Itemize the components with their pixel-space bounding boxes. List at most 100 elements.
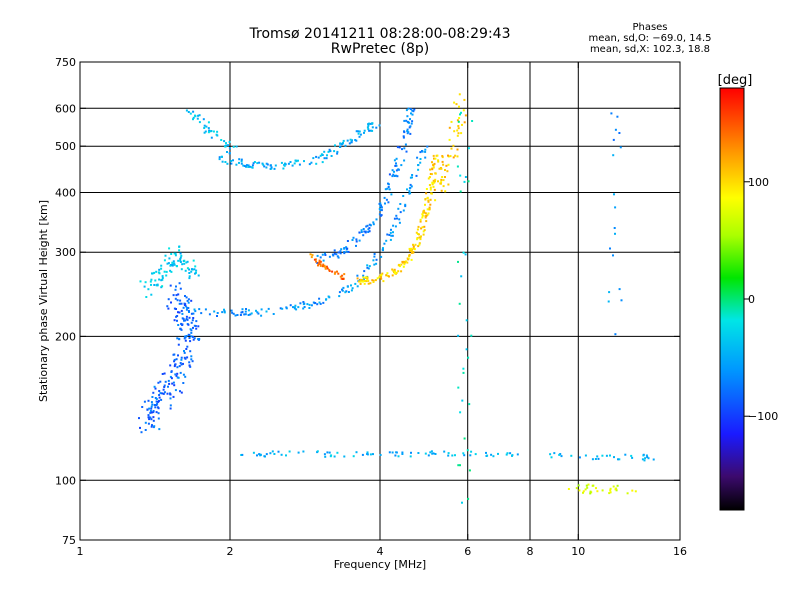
data-point	[463, 437, 466, 440]
data-point	[179, 261, 182, 263]
data-point	[362, 278, 365, 281]
data-point	[609, 489, 612, 492]
data-point	[168, 247, 171, 250]
data-point	[419, 236, 422, 239]
data-point	[339, 142, 342, 145]
data-point	[612, 485, 615, 488]
data-point	[404, 203, 407, 206]
data-point	[202, 118, 205, 121]
data-point	[336, 152, 339, 155]
data-point	[453, 130, 456, 133]
data-point	[319, 256, 322, 259]
data-point	[160, 398, 163, 401]
data-point	[190, 331, 193, 334]
data-point	[408, 247, 411, 250]
colorbar	[719, 87, 745, 511]
data-point	[393, 159, 396, 162]
data-point	[362, 276, 365, 279]
data-point	[421, 226, 424, 229]
data-point	[302, 307, 305, 310]
data-point	[426, 213, 429, 216]
data-point	[191, 319, 194, 322]
data-point	[232, 159, 234, 162]
data-point	[216, 312, 219, 314]
x-tick-label: 10	[571, 545, 585, 558]
data-point	[172, 260, 175, 263]
data-point	[184, 305, 187, 308]
data-point	[463, 180, 466, 183]
data-point	[147, 422, 150, 425]
data-point	[203, 127, 206, 129]
data-point	[393, 271, 395, 274]
data-point	[609, 487, 612, 490]
data-point	[260, 314, 263, 317]
data-point	[365, 276, 368, 279]
data-point	[620, 299, 623, 302]
data-point	[608, 291, 611, 294]
data-point	[149, 411, 152, 414]
data-point	[161, 285, 164, 288]
data-point	[450, 147, 453, 150]
data-point	[318, 261, 321, 264]
data-point	[232, 312, 235, 315]
data-point	[303, 302, 306, 305]
data-point	[321, 161, 324, 164]
data-point	[189, 340, 192, 343]
data-point	[359, 278, 362, 281]
data-point	[228, 147, 231, 150]
data-point	[609, 454, 611, 457]
data-point	[174, 389, 177, 392]
data-point	[375, 262, 378, 265]
data-point	[631, 489, 634, 492]
data-point	[505, 453, 508, 456]
data-point	[190, 312, 193, 315]
data-point	[397, 270, 400, 273]
data-point	[203, 124, 206, 127]
data-point	[350, 284, 352, 287]
chart-subtitle: RwPretec (8p)	[330, 41, 430, 57]
data-point	[185, 335, 188, 337]
data-point	[169, 404, 172, 407]
data-point	[187, 307, 190, 309]
data-point	[363, 280, 366, 282]
data-point	[441, 160, 444, 163]
data-point	[406, 128, 409, 131]
data-point	[380, 206, 383, 209]
data-point	[430, 173, 433, 176]
data-point	[240, 162, 243, 165]
data-point	[406, 188, 408, 191]
data-point	[381, 272, 384, 275]
data-point	[231, 311, 234, 314]
data-point	[644, 457, 647, 460]
data-point	[450, 120, 453, 123]
data-point	[190, 299, 193, 302]
data-point	[154, 279, 157, 282]
data-point	[161, 373, 164, 375]
data-point	[207, 121, 210, 124]
data-point	[380, 255, 383, 258]
data-point	[150, 418, 153, 421]
data-point	[447, 163, 450, 166]
data-point	[462, 109, 465, 112]
data-point	[429, 188, 432, 191]
data-point	[291, 164, 294, 167]
data-point	[188, 275, 191, 278]
data-point	[506, 452, 509, 455]
data-point	[368, 227, 371, 230]
data-point	[348, 142, 351, 145]
data-point	[452, 144, 455, 147]
data-point	[351, 139, 353, 142]
data-point	[180, 328, 183, 331]
data-point	[616, 115, 619, 118]
data-point	[652, 458, 655, 461]
data-point	[456, 129, 459, 132]
data-point	[399, 211, 402, 214]
data-point	[180, 302, 183, 305]
data-point	[411, 176, 413, 179]
data-point	[643, 459, 646, 462]
data-point	[403, 131, 406, 134]
data-point	[167, 379, 170, 382]
data-point	[418, 233, 420, 236]
data-point	[356, 285, 359, 288]
data-point	[509, 452, 512, 455]
